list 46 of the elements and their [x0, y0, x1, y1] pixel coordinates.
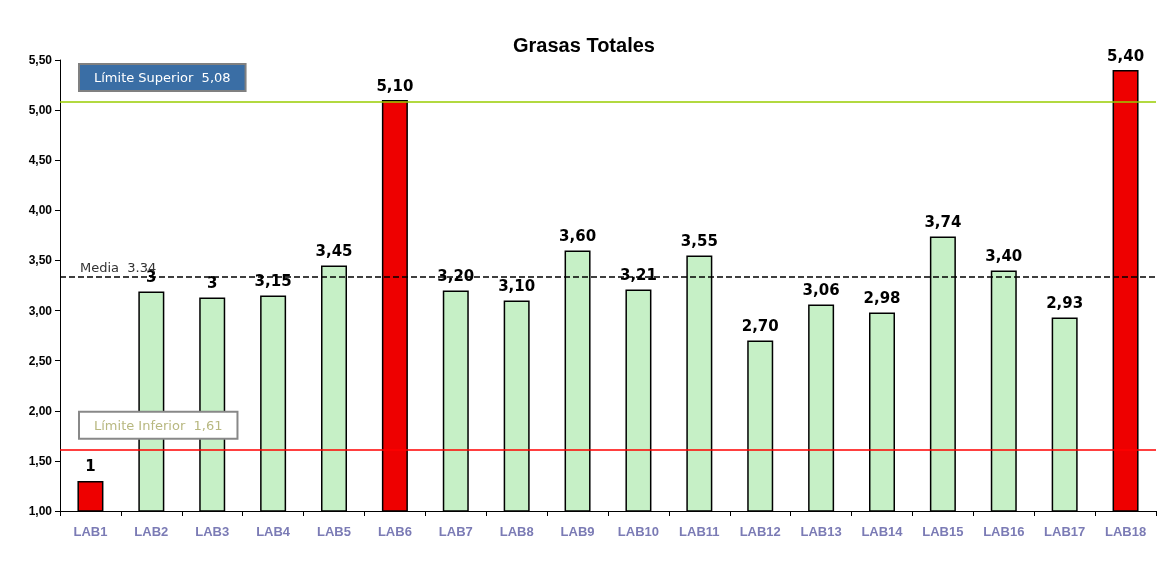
x-tick-label: LAB9: [560, 524, 595, 539]
x-tick-label: LAB1: [73, 524, 108, 539]
data-label: 1: [85, 457, 96, 476]
x-tick-label: LAB15: [922, 524, 964, 539]
ref-line-label: Límite Superior 5,08: [94, 70, 231, 86]
x-tick-label: LAB14: [861, 524, 904, 539]
data-label: 3,55: [680, 231, 718, 250]
data-label: 3: [207, 274, 218, 293]
y-tick-label: 2,00: [28, 403, 53, 418]
data-label: 3,40: [985, 246, 1023, 265]
x-tick-label: LAB3: [195, 524, 230, 539]
x-tick-label: LAB2: [134, 524, 169, 539]
x-tick-label: LAB7: [438, 524, 473, 539]
x-tick-label: LAB5: [317, 524, 351, 539]
x-tick-label: LAB13: [800, 524, 842, 539]
x-tick-label: LAB6: [377, 524, 412, 539]
data-label: 5,40: [1107, 46, 1145, 65]
x-tick-label: LAB8: [499, 524, 534, 539]
y-tick-label: 5,50: [28, 53, 53, 67]
data-label: 3,06: [802, 281, 840, 300]
y-tick-label: 2,50: [28, 353, 53, 368]
data-label: 3,74: [924, 212, 962, 231]
data-label: 3,15: [254, 272, 292, 291]
chart-title: Grasas Totales: [513, 34, 655, 56]
x-tick-label: LAB16: [983, 524, 1025, 539]
ref-line-label: Límite Inferior 1,61: [94, 417, 223, 433]
x-tick-label: LAB17: [1044, 524, 1086, 539]
y-tick-label: 3,00: [28, 303, 53, 318]
data-label: 2,98: [863, 289, 901, 308]
y-tick-label: 4,00: [28, 203, 53, 218]
data-label: 3,45: [315, 241, 353, 260]
y-tick-label: 3,50: [28, 253, 53, 268]
data-label: 3,10: [498, 277, 536, 296]
y-tick-label: 1,50: [28, 453, 53, 468]
y-tick-label: 5,00: [28, 103, 53, 118]
x-tick-label: LAB11: [679, 524, 720, 539]
data-label: 2,93: [1046, 294, 1084, 313]
x-tick-label: LAB10: [617, 524, 660, 539]
x-tick-label: LAB12: [739, 524, 781, 539]
data-label: 5,10: [376, 76, 414, 95]
x-tick-label: LAB4: [256, 524, 291, 539]
data-label: 2,70: [741, 317, 779, 336]
y-tick-label: 1,00: [28, 504, 53, 518]
data-label: 3,60: [559, 226, 597, 245]
y-tick-label: 4,50: [28, 153, 53, 168]
x-tick-label: LAB18: [1104, 524, 1147, 539]
